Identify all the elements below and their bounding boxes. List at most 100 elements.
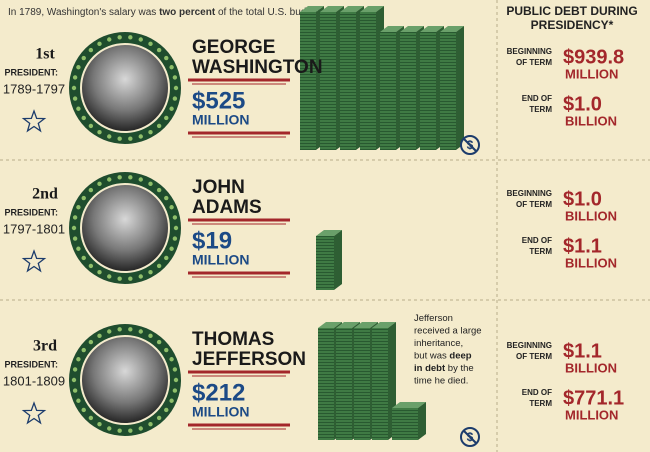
debt-label: TERM [529, 105, 552, 114]
frame-star [81, 407, 86, 413]
frame-star [107, 426, 112, 431]
debt-amount: $771.1 [563, 387, 624, 409]
intro-text: of the total U.S. budget. [215, 7, 323, 18]
frame-star [172, 75, 178, 80]
intro-bold: two percent [159, 7, 216, 18]
years: 1797-1801 [3, 221, 65, 236]
frame-star [117, 136, 122, 141]
frame-star [169, 357, 174, 362]
frame-star [72, 215, 78, 220]
frame-star [169, 398, 174, 403]
debt-label: TERM [529, 247, 552, 256]
frame-star [156, 415, 162, 421]
note: time he died. [414, 375, 468, 386]
money-stack [300, 12, 316, 150]
money-side [334, 230, 342, 290]
money-stack [340, 12, 356, 150]
years: 1789-1797 [3, 81, 65, 96]
frame-star [172, 388, 178, 393]
frame-star [76, 357, 81, 362]
frame-star [107, 274, 112, 279]
money-stack [380, 32, 396, 150]
frame-star [156, 47, 162, 53]
frame-star [164, 255, 169, 261]
frame-star [128, 35, 133, 40]
president-name: JOHN [192, 177, 245, 198]
frame-star [81, 115, 86, 121]
debt-unit: BILLION [565, 113, 617, 128]
no-dollar-icon [463, 430, 477, 444]
debt-unit: BILLION [565, 255, 617, 270]
ordinal: 2nd [32, 186, 58, 203]
money-stack [316, 236, 334, 290]
star-icon [21, 401, 47, 425]
frame-star [164, 55, 169, 61]
frame-star [172, 367, 178, 372]
frame-star [138, 37, 143, 42]
frame-star [117, 35, 122, 40]
note: Jefferson [414, 313, 453, 324]
ordinal: 3rd [33, 338, 57, 355]
frame-star [72, 367, 78, 372]
note-text: deep [449, 350, 471, 361]
president-name: ADAMS [192, 197, 262, 218]
frame-star [72, 388, 78, 393]
note: received a large [414, 325, 482, 336]
frame-star [138, 426, 143, 431]
money-stack [318, 328, 334, 440]
frame-star [72, 75, 78, 80]
debt-unit: MILLION [565, 66, 618, 81]
frame-star [71, 85, 77, 91]
debt-label: END OF [522, 236, 552, 245]
frame-star [164, 407, 169, 413]
note-text: in debt [414, 363, 446, 374]
frame-star [164, 195, 169, 201]
frame-star [173, 85, 179, 91]
debt-label: TERM [529, 399, 552, 408]
frame-star [88, 339, 94, 345]
money-top [316, 230, 342, 236]
frame-star [88, 47, 94, 53]
frame-star [97, 181, 102, 187]
frame-star [97, 421, 102, 427]
frame-star [148, 333, 153, 339]
frame-star [76, 246, 81, 251]
frame-star [172, 236, 178, 241]
frame-star [156, 263, 162, 269]
debt-label: BEGINNING [507, 341, 552, 350]
money-stack [372, 328, 388, 440]
frame-star [172, 215, 178, 220]
intro: In 1789, Washington's salary was two per… [8, 7, 323, 18]
frame-star [88, 415, 94, 421]
frame-star [156, 339, 162, 345]
portrait [80, 335, 170, 425]
president-label: PRESIDENT: [4, 67, 58, 77]
frame-star [97, 269, 102, 275]
frame-star [97, 333, 102, 339]
frame-star [117, 175, 122, 180]
money-side [418, 402, 426, 440]
debt-amount: $1.0 [563, 93, 602, 115]
frame-star [72, 96, 78, 101]
portrait [80, 43, 170, 133]
frame-star [117, 276, 122, 281]
debt-label: BEGINNING [507, 189, 552, 198]
money-stack [440, 32, 456, 150]
frame-star [169, 65, 174, 70]
frame-star [76, 65, 81, 70]
debt-amount: $1.1 [563, 235, 602, 257]
debt-label: END OF [522, 94, 552, 103]
frame-star [138, 177, 143, 182]
salary-unit: MILLION [192, 112, 250, 128]
frame-star [128, 175, 133, 180]
frame-star [128, 327, 133, 332]
money-stack [336, 328, 352, 440]
money-stack [320, 12, 336, 150]
debt-header: PRESIDENCY* [531, 18, 614, 32]
frame-star [128, 136, 133, 141]
debt-unit: BILLION [565, 208, 617, 223]
frame-star [88, 187, 94, 193]
salary-unit: MILLION [192, 252, 250, 268]
frame-star [76, 205, 81, 210]
frame-star [138, 134, 143, 139]
